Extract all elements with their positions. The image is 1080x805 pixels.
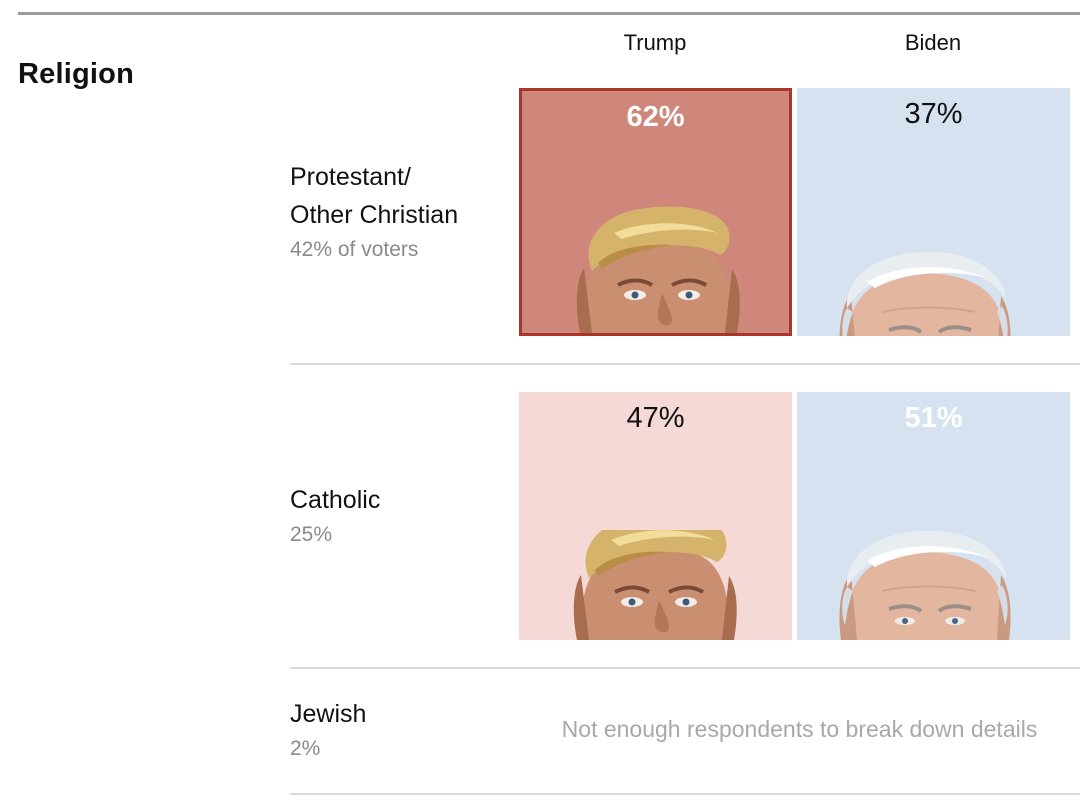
row-divider bbox=[290, 667, 1080, 669]
result-cell-trump-protestant: 62% bbox=[519, 88, 792, 336]
row-share-catholic: 25% bbox=[290, 523, 333, 546]
trump-portrait-icon bbox=[576, 206, 740, 333]
percentage-label-trump-protestant: 62% bbox=[626, 101, 685, 133]
trump-portrait-icon bbox=[573, 530, 737, 640]
result-cell-biden-catholic: 51% bbox=[797, 392, 1070, 640]
biden-portrait-icon bbox=[839, 530, 1011, 640]
top-rule bbox=[18, 12, 1080, 15]
row-label-protestant: Protestant/ Other Christian bbox=[290, 163, 459, 229]
percentage-label-trump-catholic: 47% bbox=[626, 402, 685, 434]
row-share-jewish: 2% bbox=[290, 737, 321, 760]
percentage-label-biden-protestant: 37% bbox=[904, 98, 963, 130]
row-label-catholic: Catholic bbox=[290, 486, 381, 514]
row-share-protestant: 42% of voters bbox=[290, 238, 419, 261]
percentage-label-biden-catholic: 51% bbox=[904, 402, 963, 434]
insufficient-data-note: Not enough respondents to break down det… bbox=[561, 716, 1038, 742]
result-cell-biden-protestant: 37% bbox=[797, 88, 1070, 336]
biden-portrait-icon bbox=[839, 251, 1011, 336]
column-header-biden: Biden bbox=[904, 30, 962, 55]
section-title: Religion bbox=[18, 58, 134, 90]
column-header-trump: Trump bbox=[623, 30, 687, 55]
row-label-jewish: Jewish bbox=[290, 700, 367, 728]
result-cell-trump-catholic: 47% bbox=[519, 392, 792, 640]
row-divider bbox=[290, 363, 1080, 365]
row-divider bbox=[290, 793, 1080, 795]
